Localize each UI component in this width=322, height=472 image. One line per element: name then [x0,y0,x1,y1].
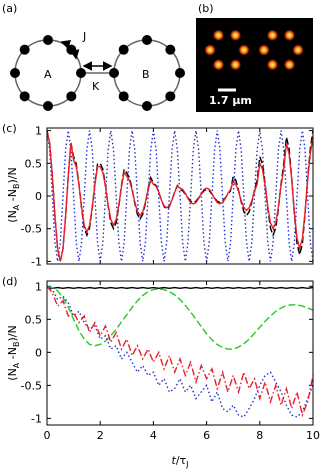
site-dot [165,91,176,102]
spot [238,44,250,56]
site-dot [66,44,77,55]
label-part: B [12,184,21,190]
y-tick-label: 0 [35,346,42,359]
spot [212,29,225,42]
site-dot [76,68,86,78]
y-tick-label: 1 [35,280,42,293]
site-dot [165,44,176,55]
label-part: (N [6,210,19,223]
spot [283,29,296,42]
label-part: t [171,454,176,467]
site-dot [19,44,30,55]
y-tick-label: 1 [35,125,42,138]
series-line [46,130,314,262]
panel-label: (c) [2,122,17,135]
site-label: B [142,68,150,81]
site-dot [109,68,119,78]
x-tick-label: 0 [44,429,51,442]
ring-diagram: A B J K [10,30,185,111]
label-part: (N [6,368,19,381]
spot [229,29,242,42]
x-axis-label: t/τJ [171,454,188,469]
spot [258,44,270,56]
site-dot [142,35,152,45]
series-line [46,285,314,418]
y-tick-label: 0.5 [25,313,43,326]
spot [266,29,279,42]
site-dot [10,68,20,78]
label-part: /τ [176,454,187,467]
plot-frame [46,280,314,426]
spot [212,58,225,71]
spot [204,44,216,56]
spot [266,58,279,71]
micrograph: 1.7 μm [196,18,313,112]
spots [204,29,304,71]
series-line [46,286,314,289]
series-line [46,285,314,418]
site-dot [66,91,77,102]
x-tick-label: 2 [97,429,104,442]
x-tick-label: 6 [203,429,210,442]
site-label: A [44,68,52,81]
series-line [46,130,314,262]
site-dot [43,101,53,111]
x-tick-label: 4 [150,429,157,442]
panel-label: (b) [198,2,214,15]
series-line [46,285,314,350]
site-dot [175,68,185,78]
site-dot [118,44,129,55]
coupling-label: J [82,30,86,43]
spot [229,58,242,71]
x-tick-label: 8 [256,429,263,442]
y-axis-label: (NA -NB)/N [6,325,21,380]
x-tick-label: 10 [306,429,320,442]
site-dot [43,35,53,45]
label-part: A [12,204,21,210]
y-tick-label: -1 [31,412,42,425]
spot [292,44,304,56]
y-tick-label: 0.5 [25,157,43,170]
y-tick-label: 0 [35,190,42,203]
label-part: )/N [6,325,19,341]
label-part: )/N [6,167,19,183]
scale-label: 1.7 μm [209,94,252,107]
y-tick-label: -1 [31,255,42,268]
coupling-label: K [92,80,100,93]
panel-label: (d) [2,275,18,288]
y-axis-label: (NA -NB)/N [6,167,21,222]
label-part: J [185,460,188,469]
plot-frame [46,127,314,265]
site-dot [118,91,129,102]
panel-label: (a) [2,2,17,15]
spot [283,58,296,71]
label-part: -N [6,189,19,205]
site-dot [19,91,30,102]
y-tick-label: -0.5 [21,379,42,392]
label-part: A [12,362,21,368]
label-part: B [12,342,21,348]
site-dot [142,101,152,111]
y-tick-label: -0.5 [21,223,42,236]
label-part: -N [6,347,19,363]
